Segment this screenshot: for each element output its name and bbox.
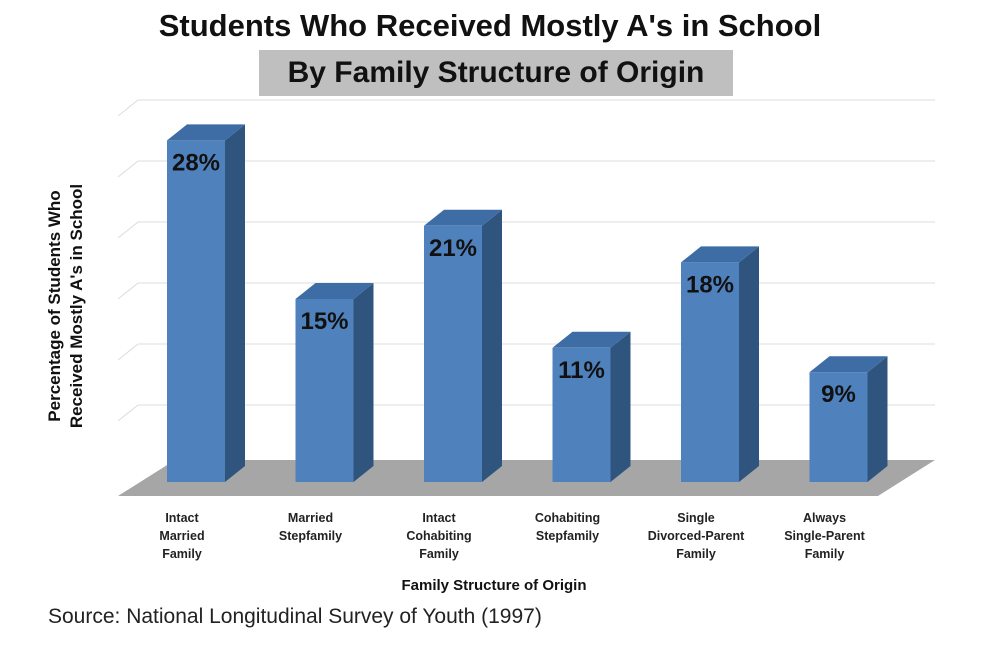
category-label: Married Stepfamily	[279, 511, 342, 543]
bar-front	[552, 347, 611, 482]
bar: 9%	[809, 356, 888, 482]
chart-title: Students Who Received Mostly A's in Scho…	[158, 8, 822, 43]
data-label: 11%	[558, 357, 605, 384]
bar: 21%	[424, 209, 502, 483]
bar-side	[739, 246, 759, 482]
gridline-side	[117, 221, 139, 239]
gridline-side	[117, 160, 139, 178]
bar-side	[482, 209, 502, 483]
bar-top	[424, 209, 502, 226]
bar-top	[295, 283, 374, 299]
bar-front	[424, 225, 482, 483]
bar-side	[353, 283, 374, 482]
data-label: 18%	[686, 271, 734, 298]
bar-top	[809, 356, 888, 373]
category-label: Intact Married Family	[159, 511, 204, 561]
bar-top	[681, 246, 759, 263]
data-label: 28%	[172, 149, 220, 176]
bar-top	[552, 331, 631, 348]
data-label: 9%	[821, 381, 856, 408]
category-label: Single Divorced-Parent Family	[648, 511, 745, 561]
bar-front	[809, 372, 868, 482]
bar-side	[225, 124, 245, 483]
bar: 18%	[681, 246, 759, 482]
bar: 28%	[167, 124, 245, 483]
data-label: 21%	[429, 235, 477, 262]
category-label: Cohabiting Stepfamily	[535, 511, 600, 543]
bar: 11%	[552, 331, 631, 482]
bar-front	[295, 299, 354, 482]
chart-subtitle: By Family Structure of Origin	[259, 50, 733, 96]
gridline-side	[117, 404, 139, 422]
gridline-side	[117, 99, 139, 117]
source-note: Source: National Longitudinal Survey of …	[48, 605, 542, 628]
x-axis-label: Family Structure of Origin	[401, 577, 586, 594]
category-label: Always Single-Parent Family	[784, 511, 865, 561]
bar-front	[167, 140, 225, 482]
gridline-side	[117, 282, 139, 300]
bar-side	[610, 331, 631, 482]
bar-side	[867, 356, 888, 482]
bar-top	[167, 124, 245, 141]
bar: 15%	[295, 283, 374, 482]
gridlines	[117, 99, 935, 422]
category-label: Intact Cohabiting Family	[406, 511, 471, 561]
gridline-side	[117, 343, 139, 361]
bar-front	[681, 262, 739, 482]
bars: 28% 15% 21% 11% 18% 9%	[167, 124, 888, 483]
category-labels: Intact Married Family Married Stepfamily Inta…	[159, 511, 865, 561]
data-label: 15%	[300, 308, 348, 335]
